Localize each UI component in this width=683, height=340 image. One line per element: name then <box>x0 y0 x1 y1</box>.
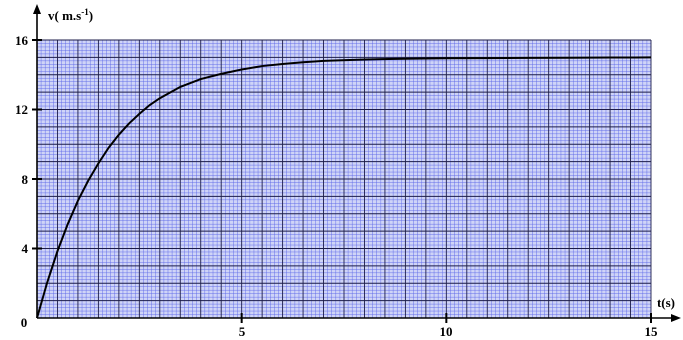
x-tick-label: 15 <box>645 324 659 339</box>
x-axis-label: t(s) <box>657 295 675 310</box>
y-tick-label: 4 <box>22 241 29 256</box>
y-axis-label: v( m.s-1) <box>48 7 93 23</box>
x-tick-label: 10 <box>440 324 453 339</box>
origin-label: 0 <box>21 315 28 330</box>
x-tick-label: 5 <box>239 324 246 339</box>
y-axis-arrow <box>33 4 41 14</box>
velocity-curve <box>36 56 652 319</box>
y-tick-label: 16 <box>15 33 29 48</box>
grid-major <box>37 39 652 318</box>
y-tick-label: 8 <box>22 172 29 187</box>
y-tick-label: 12 <box>15 102 28 117</box>
x-axis-arrow <box>671 314 681 322</box>
